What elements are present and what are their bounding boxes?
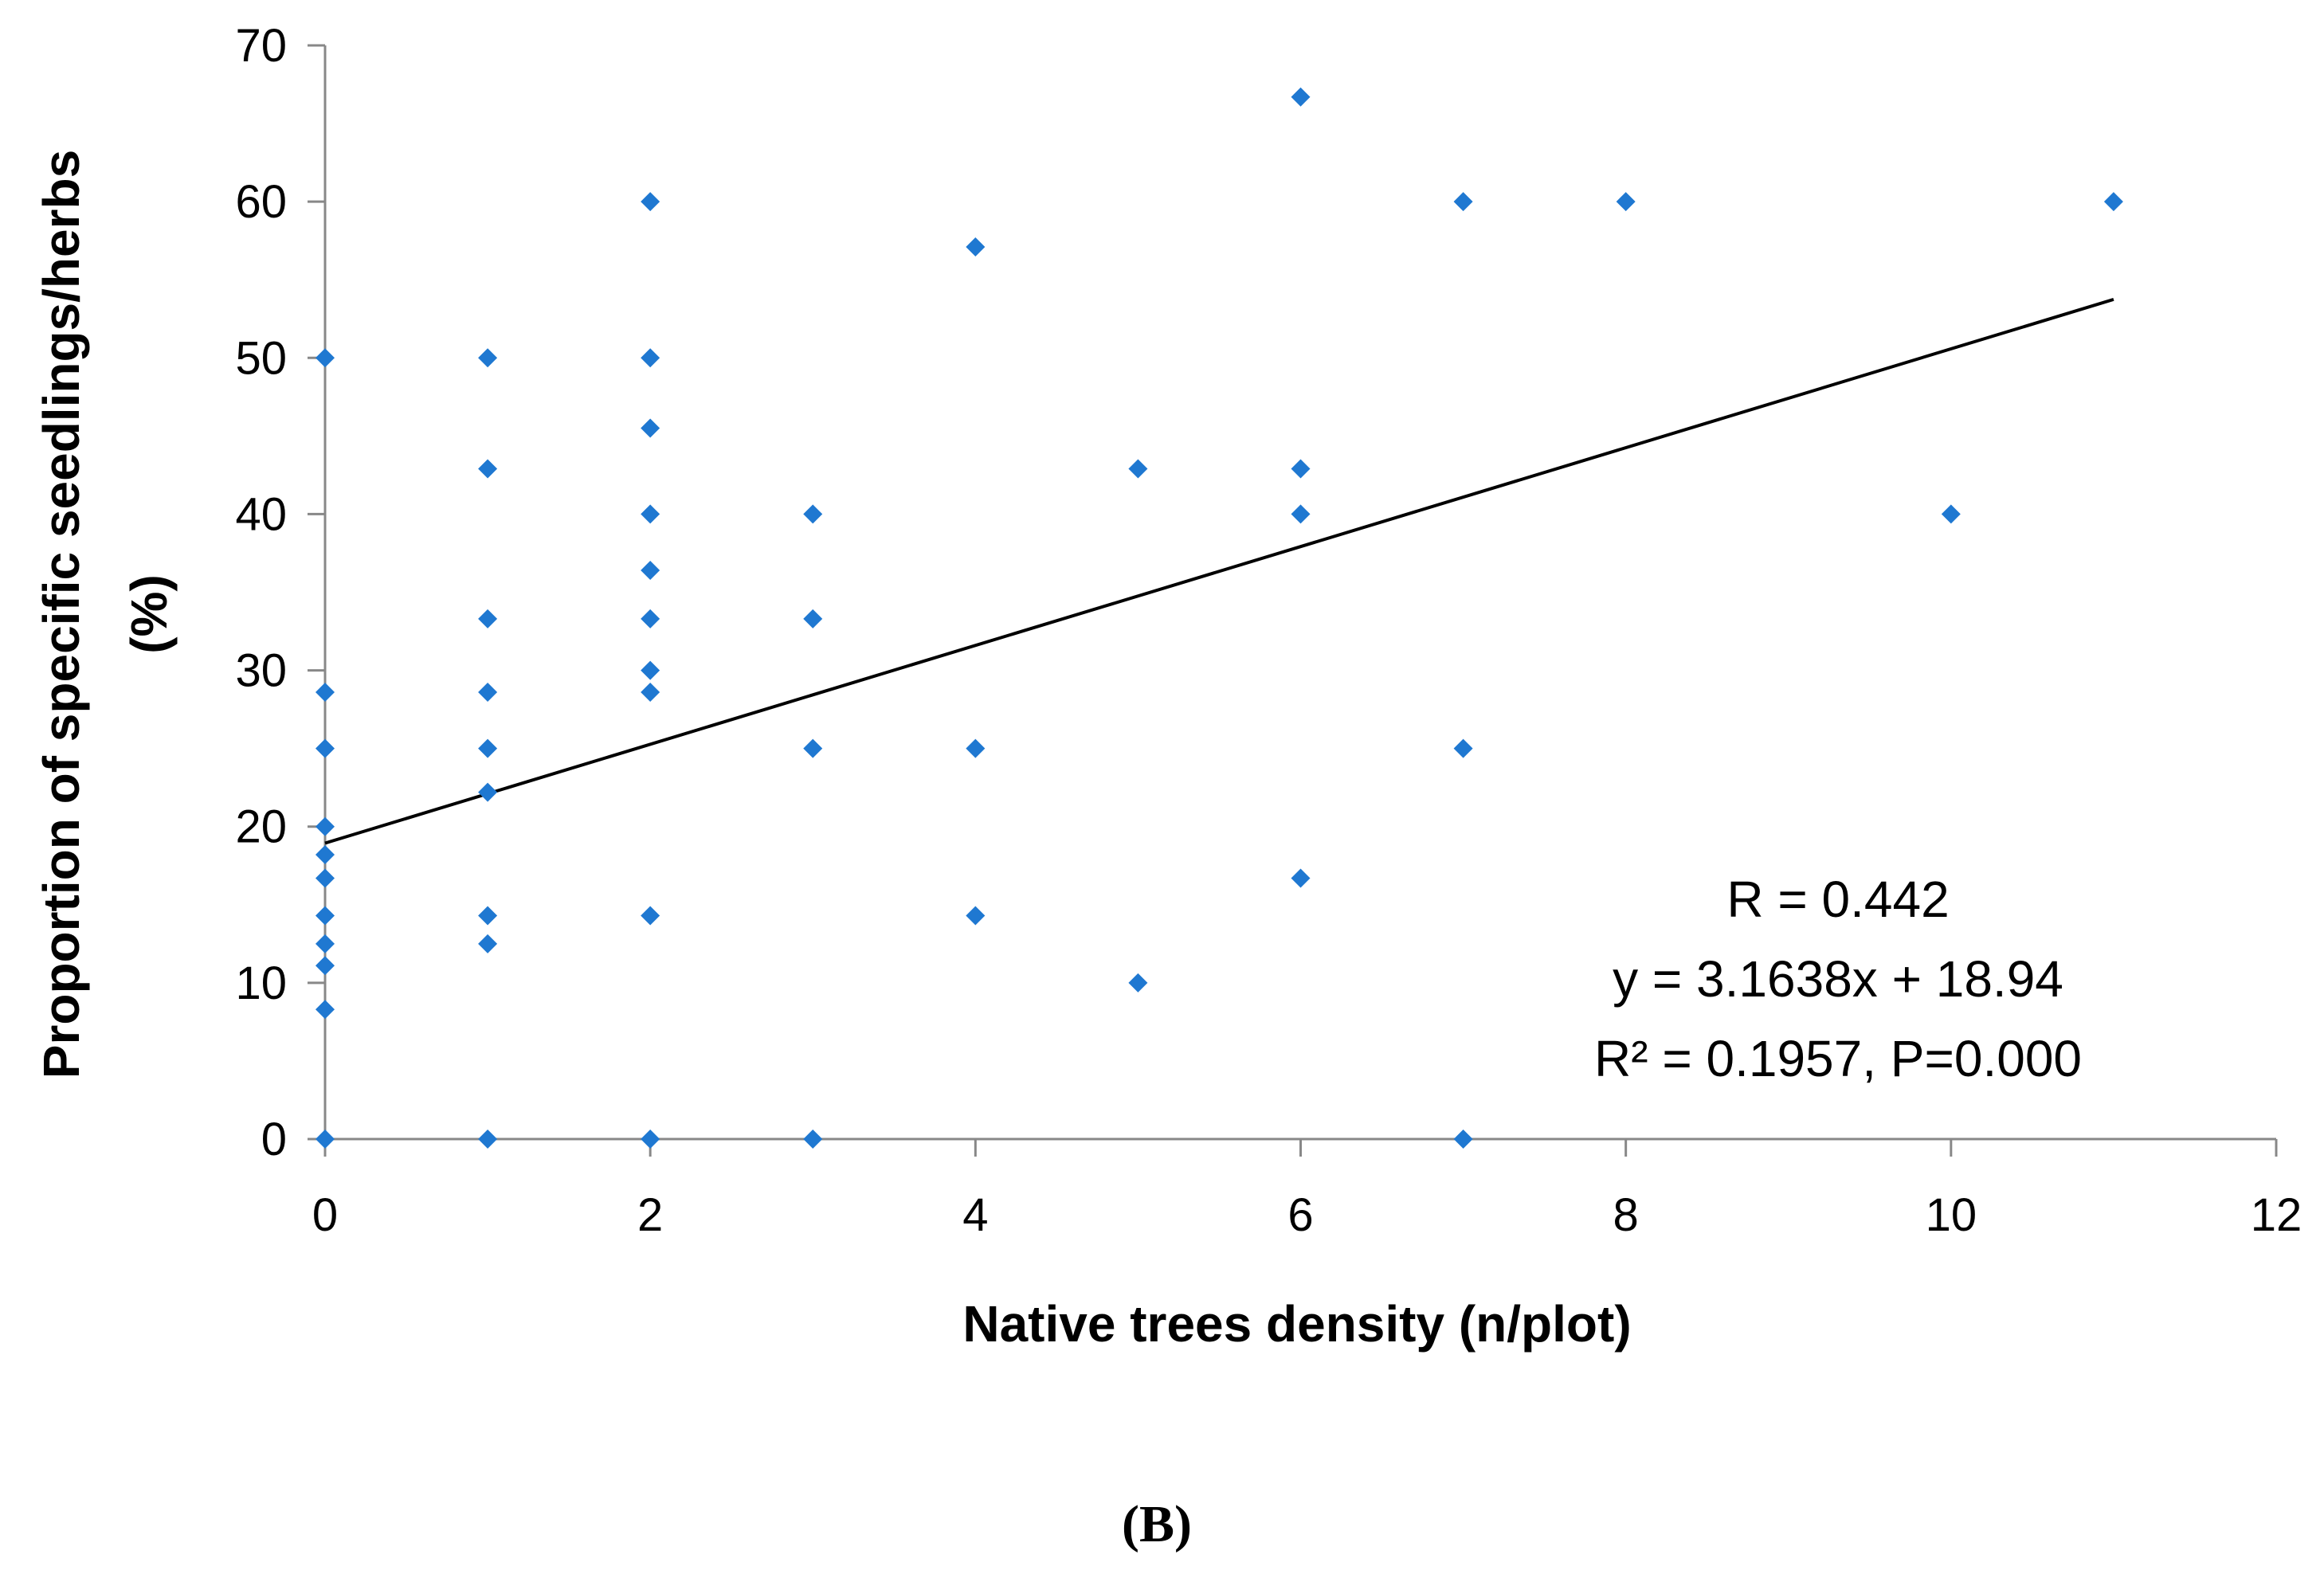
data-point [966, 237, 986, 257]
data-point [315, 1130, 335, 1149]
data-point [478, 738, 498, 758]
data-point [966, 738, 986, 758]
x-tick-label: 2 [637, 1189, 663, 1241]
data-point [641, 348, 660, 368]
data-point [315, 1000, 335, 1020]
data-point [641, 504, 660, 524]
data-point [1291, 868, 1311, 888]
data-point [641, 418, 660, 438]
data-point [1128, 459, 1148, 479]
x-tick-label: 12 [2251, 1189, 2302, 1241]
data-point [1453, 192, 1473, 212]
data-point [1616, 192, 1636, 212]
data-point [1128, 973, 1148, 993]
data-point [641, 1130, 660, 1149]
data-point [966, 906, 986, 926]
data-point [478, 934, 498, 953]
data-point [641, 660, 660, 680]
data-point [1453, 738, 1473, 758]
data-point [315, 816, 335, 836]
y-tick-label: 0 [261, 1114, 287, 1165]
data-point [803, 504, 823, 524]
data-point [1941, 504, 1961, 524]
data-point [315, 934, 335, 953]
x-axis-title: Native trees density (n/plot) [962, 1295, 1631, 1353]
data-point [315, 906, 335, 926]
data-point [641, 561, 660, 581]
data-point [803, 1130, 823, 1149]
y-axis-title-group: Proportion of specific seedlings/herbs [33, 150, 90, 1079]
data-point [478, 348, 498, 368]
y-tick-label: 40 [235, 488, 287, 540]
x-tick-label: 4 [962, 1189, 988, 1241]
y-tick-label: 20 [235, 801, 287, 853]
data-point [641, 906, 660, 926]
data-point [478, 906, 498, 926]
data-points [315, 87, 2123, 1149]
x-tick-label: 10 [1926, 1189, 1977, 1241]
data-point [315, 348, 335, 368]
data-point [803, 738, 823, 758]
data-point [315, 868, 335, 888]
y-tick-label: 50 [235, 332, 287, 384]
data-point [478, 459, 498, 479]
data-point [641, 683, 660, 703]
data-point [641, 192, 660, 212]
annotation-r-squared: R² = 0.1957, P=0.000 [1594, 1030, 2082, 1087]
trendline-group [324, 297, 2114, 845]
x-tick-label: 0 [312, 1189, 338, 1241]
data-point [1453, 1130, 1473, 1149]
y-axis-title-line2: (%) [120, 574, 178, 654]
y-tick-label: 70 [235, 20, 287, 72]
data-point [315, 683, 335, 703]
data-point [478, 1130, 498, 1149]
x-tick-label: 6 [1287, 1189, 1313, 1241]
data-point [478, 782, 498, 802]
data-point [1291, 459, 1311, 479]
y-axis-title-group-2: (%) [120, 574, 178, 654]
data-point [315, 845, 335, 865]
annotation-equation: y = 3.1638x + 18.94 [1613, 950, 2063, 1008]
x-tick-label: 8 [1613, 1189, 1639, 1241]
y-tick-label: 60 [235, 176, 287, 228]
data-point [641, 609, 660, 628]
y-tick-label: 10 [235, 957, 287, 1009]
annotation-r: R = 0.442 [1726, 871, 1949, 928]
data-point [803, 609, 823, 628]
data-point [478, 683, 498, 703]
data-point [478, 609, 498, 628]
y-tick-label: 30 [235, 645, 287, 697]
data-point [315, 738, 335, 758]
data-point [1291, 87, 1311, 107]
data-point [315, 956, 335, 976]
y-axis-title-line1: Proportion of specific seedlings/herbs [33, 150, 90, 1079]
trendline [324, 297, 2114, 845]
data-point [2103, 192, 2123, 212]
panel-label: (B) [1122, 1495, 1192, 1553]
data-point [1291, 504, 1311, 524]
